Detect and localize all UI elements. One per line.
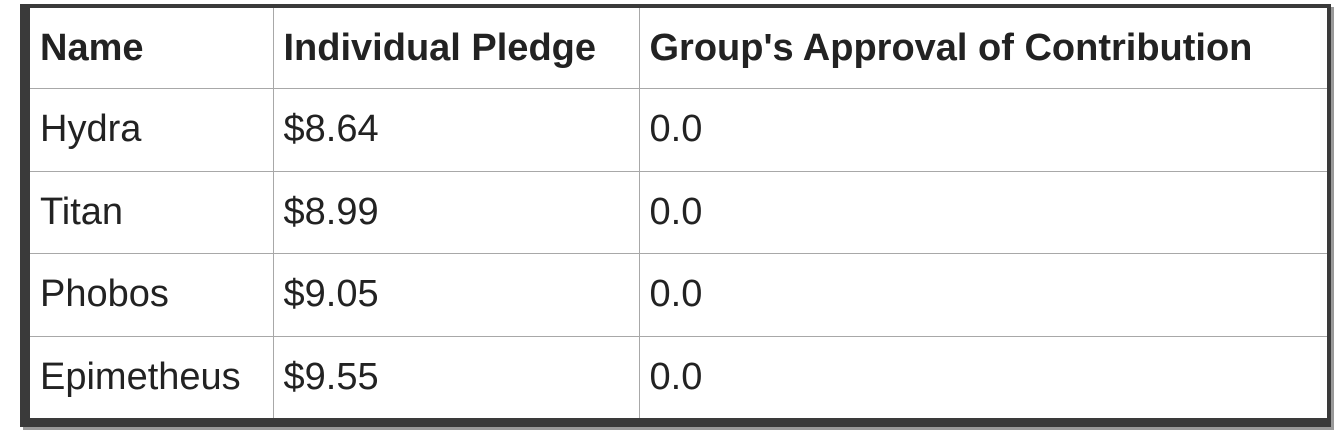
cell-approval: 0.0	[638, 335, 1327, 418]
table-row: Titan $8.99 0.0	[30, 170, 1327, 254]
cell-approval: 0.0	[638, 88, 1327, 172]
cell-pledge: $9.55	[272, 335, 640, 418]
table-row: Hydra $8.64 0.0	[30, 88, 1327, 172]
column-header-group-approval: Group's Approval of Contribution	[638, 8, 1327, 89]
cell-name: Epimetheus	[30, 335, 274, 418]
contribution-table-frame: Name Individual Pledge Group's Approval …	[20, 4, 1331, 427]
cell-name: Titan	[30, 170, 274, 254]
cell-name: Phobos	[30, 253, 274, 337]
cell-pledge: $9.05	[272, 253, 640, 337]
column-header-individual-pledge: Individual Pledge	[272, 8, 640, 89]
contribution-table: Name Individual Pledge Group's Approval …	[30, 8, 1327, 418]
cell-pledge: $8.99	[272, 170, 640, 254]
cell-pledge: $8.64	[272, 88, 640, 172]
table-row: Epimetheus $9.55 0.0	[30, 335, 1327, 418]
cell-approval: 0.0	[638, 253, 1327, 337]
table-header: Name Individual Pledge Group's Approval …	[30, 8, 1327, 89]
table-body: Hydra $8.64 0.0 Titan $8.99 0.0 Phobos $…	[30, 88, 1327, 418]
table-row: Phobos $9.05 0.0	[30, 253, 1327, 337]
column-header-name: Name	[30, 8, 274, 89]
cell-approval: 0.0	[638, 170, 1327, 254]
cell-name: Hydra	[30, 88, 274, 172]
header-row: Name Individual Pledge Group's Approval …	[30, 8, 1327, 89]
